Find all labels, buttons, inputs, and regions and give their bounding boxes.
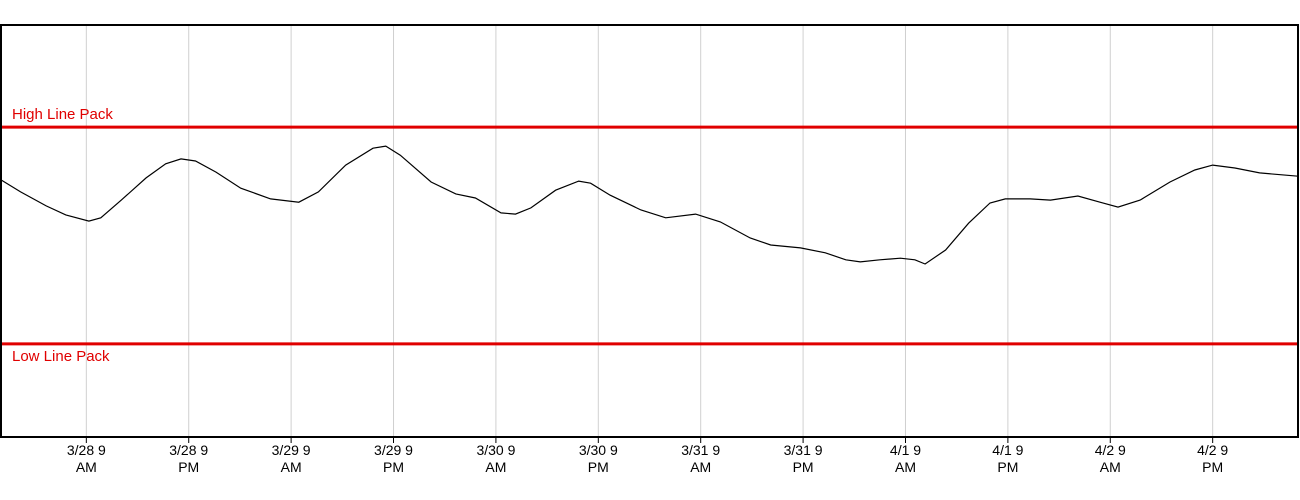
plot-frame: [0, 24, 1299, 438]
reference-label: High Line Pack: [12, 106, 113, 123]
x-tick-label: 3/29 9 PM: [374, 442, 413, 475]
x-tick-label: 3/31 9 AM: [681, 442, 721, 475]
x-tick-label: 4/2 9 PM: [1197, 442, 1229, 475]
x-tick-label: 3/30 9 PM: [578, 442, 618, 475]
x-tick-label: 3/28 9 AM: [66, 442, 106, 475]
x-tick-label: 4/1 9 AM: [889, 442, 922, 475]
x-tick-label: 3/31 9 PM: [783, 442, 823, 475]
x-tick-label: 4/2 9 AM: [1094, 442, 1126, 475]
x-tick-label: 4/1 9 PM: [992, 442, 1024, 475]
x-tick-label: 3/28 9 PM: [169, 442, 209, 475]
reference-label: Low Line Pack: [12, 348, 110, 365]
x-tick-label: 3/30 9 AM: [476, 442, 516, 475]
x-tick-label: 3/29 9 AM: [271, 442, 311, 475]
data-line: [0, 145, 1299, 265]
